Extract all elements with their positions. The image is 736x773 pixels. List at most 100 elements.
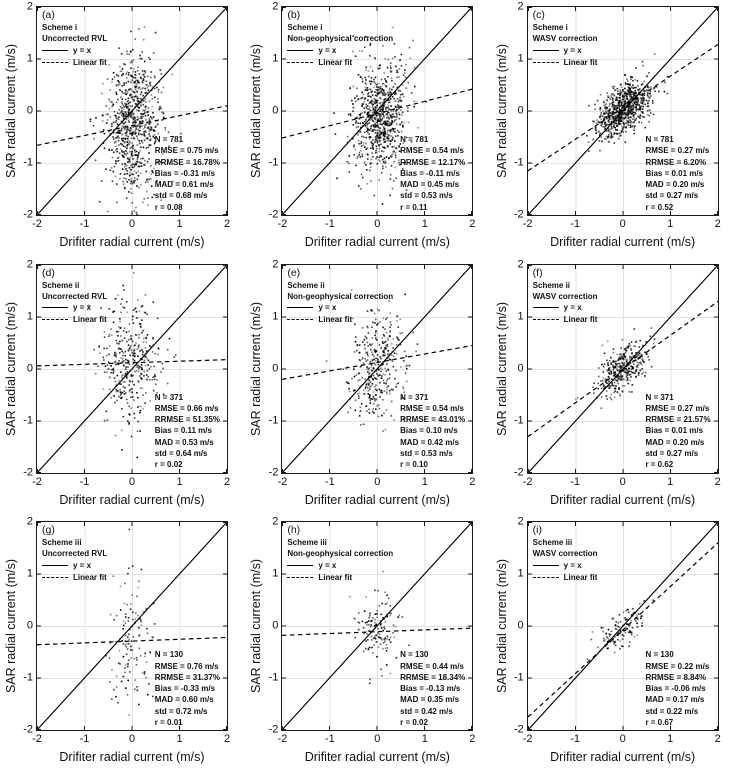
x-tick-label: -2: [32, 218, 42, 230]
y-tick-label: -2: [268, 466, 279, 479]
stats-block: N = 371 RMSE = 0.27 m/s RRMSE = 21.57% Bias…: [645, 392, 710, 471]
x-tick-label: -1: [570, 475, 581, 488]
x-tick-label: 1: [667, 218, 674, 230]
stat-line: N = 130: [400, 650, 429, 660]
correction-label: Non-geophysical correction: [287, 34, 394, 43]
solid-line-sample: [287, 49, 314, 51]
stat-line: std = 0.27 m/s: [645, 191, 699, 201]
legend-entry-fit: Linear fit: [42, 314, 107, 326]
solid-line-sample: [42, 307, 68, 309]
x-tick-label: -2: [277, 218, 288, 230]
x-tick-label: 0: [619, 475, 626, 488]
scatter-panel: SAR radial current (m/s) -2 -1 0 1 2 -2 -1 0 1 2…: [0, 258, 245, 516]
y-tick-label: 1: [272, 567, 279, 580]
y-axis-label: SAR radial current (m/s): [4, 559, 18, 694]
legend-identity-label: y = x: [73, 560, 92, 570]
stat-line: Bias = 0.01 m/s: [645, 168, 704, 178]
panel-header: (f) Scheme ii WASV correction y = x Line…: [532, 267, 598, 326]
panel-label: (i): [532, 524, 542, 537]
legend-entry-identity: y = x: [42, 302, 107, 314]
x-tick-label: 0: [619, 218, 626, 230]
legend-entry-identity: y = x: [532, 302, 598, 314]
panel-label: (a): [42, 9, 55, 21]
panel-header: (g) Scheme iii Uncorrected RVL y = x Lin…: [42, 524, 107, 583]
x-axis-label: Drifiter radial current (m/s): [59, 235, 205, 249]
scatter-panel: SAR radial current (m/s) -2 -1 0 1 2 -2 -1 0 1 2…: [245, 515, 490, 773]
legend-entry-identity: y = x: [287, 302, 393, 314]
x-axis-label: Drifiter radial current (m/s): [550, 492, 696, 507]
legend-identity-label: y = x: [318, 45, 337, 55]
y-tick-label: -1: [23, 414, 33, 427]
stat-line: r = 0.10: [400, 460, 428, 470]
x-tick-label: -1: [570, 218, 581, 230]
stat-line: std = 0.64 m/s: [154, 449, 208, 459]
stat-line: MAD = 0.61 m/s: [154, 180, 214, 190]
stats-block: N = 130 RMSE = 0.22 m/s RRMSE = 8.84% Bias …: [645, 649, 709, 728]
stat-line: RRMSE = 21.57%: [645, 415, 711, 425]
correction-label: Non-geophysical correction: [287, 549, 394, 559]
x-tick-label: -2: [277, 475, 288, 488]
y-tick-label: -1: [513, 671, 524, 684]
solid-line-sample: [287, 564, 314, 566]
correction-label: WASV correction: [532, 549, 598, 559]
scheme-label: Scheme i: [532, 23, 568, 32]
x-tick-label: -1: [79, 218, 90, 230]
stat-line: RRMSE = 8.84%: [645, 672, 707, 682]
legend-entry-fit: Linear fit: [287, 314, 393, 326]
stats-block: N = 130 RMSE = 0.76 m/s RRMSE = 31.37% Bias…: [155, 649, 220, 728]
y-tick-label: 2: [26, 0, 33, 13]
x-tick-label: -2: [522, 475, 533, 488]
legend-identity-label: y = x: [563, 303, 582, 313]
stat-line: RRMSE = 51.35%: [154, 415, 220, 425]
x-tick-label: -1: [79, 733, 90, 746]
stat-line: r = 0.01: [154, 718, 183, 728]
stat-line: RMSE = 0.44 m/s: [400, 661, 464, 671]
scatter-panel: SAR radial current (m/s) -2 -1 0 1 2 -2 -1 0 1 2…: [491, 0, 736, 258]
x-tick-label: 2: [223, 733, 231, 746]
x-tick-label: 0: [374, 218, 381, 230]
panel-header: (h) Scheme iii Non-geophysical correctio…: [287, 524, 393, 583]
x-tick-label: 2: [223, 218, 231, 230]
legend-entry-identity: y = x: [287, 559, 393, 571]
plot-area: -2 -1 0 1 2 -2 -1 0 1 2 (h) Scheme iii Non-geoph…: [269, 516, 476, 745]
dashed-line-sample: [42, 61, 68, 63]
scatter-canvas: [37, 264, 227, 473]
y-axis-label: SAR radial current (m/s): [249, 559, 264, 694]
stat-line: Bias = 0.01 m/s: [645, 426, 704, 436]
x-tick-label: 2: [714, 218, 721, 230]
stat-line: MAD = 0.42 m/s: [400, 437, 460, 447]
panel-label: (b): [287, 9, 301, 21]
stat-line: MAD = 0.20 m/s: [645, 437, 705, 447]
x-tick-label: -1: [570, 733, 581, 746]
solid-line-sample: [287, 307, 314, 309]
y-tick-label: 1: [26, 567, 33, 580]
x-tick-label: 1: [421, 218, 428, 230]
stat-line: RMSE = 0.27 m/s: [645, 403, 710, 413]
x-axis-label: Drifiter radial current (m/s): [550, 750, 696, 765]
correction-label: WASV correction: [532, 34, 598, 43]
stat-line: N = 781: [645, 134, 674, 144]
stat-line: r = 0.67: [645, 718, 674, 728]
stat-line: RMSE = 0.22 m/s: [645, 661, 710, 671]
x-tick-label: 2: [223, 475, 231, 488]
y-tick-label: -2: [268, 723, 279, 736]
stats-block: N = 781 RMSE = 0.54 m/s RRMSE = 12.17% Bias…: [400, 134, 465, 213]
scheme-label: Scheme ii: [42, 280, 80, 290]
stat-line: r = 0.02: [154, 460, 183, 470]
y-tick-label: 0: [272, 104, 279, 117]
panel-label: (c): [532, 9, 545, 21]
y-tick-label: 2: [26, 515, 33, 528]
legend-fit-label: Linear fit: [318, 57, 353, 67]
y-axis-label: SAR radial current (m/s): [494, 559, 509, 694]
dashed-line-sample: [287, 576, 314, 578]
x-tick-label: 0: [619, 733, 626, 746]
legend-entry-fit: Linear fit: [532, 314, 598, 326]
scheme-label: Scheme i: [42, 23, 78, 32]
correction-label: Uncorrected RVL: [42, 34, 108, 43]
x-tick-label: 2: [469, 475, 476, 488]
y-tick-label: 0: [272, 362, 279, 375]
x-axis-label: Drifiter radial current (m/s): [59, 492, 205, 507]
legend-identity-label: y = x: [73, 303, 92, 313]
y-axis-label: SAR radial current (m/s): [4, 43, 18, 179]
